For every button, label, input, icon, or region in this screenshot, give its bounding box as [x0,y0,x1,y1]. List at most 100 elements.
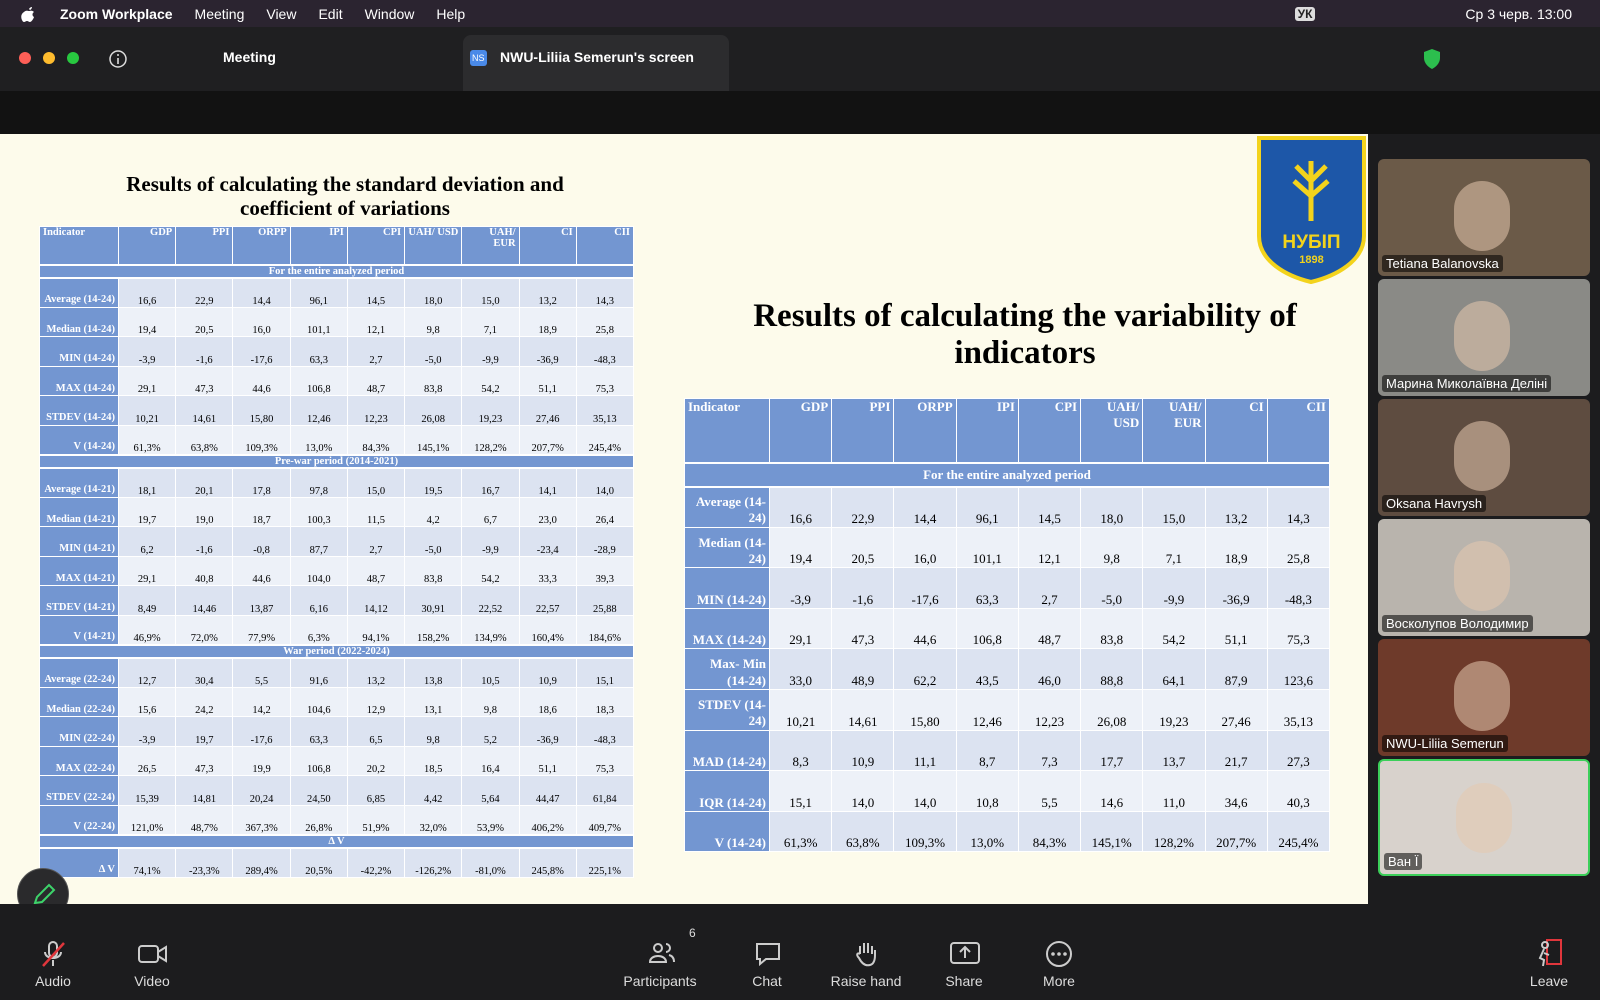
meeting-menu[interactable]: Meeting [223,49,276,65]
leave-icon [1538,939,1562,967]
value-cell: 14,81 [175,775,234,806]
row-label: MIN (22-24) [39,716,119,747]
value-cell: 9,8 [404,306,463,337]
menu-item[interactable]: View [266,5,297,22]
logo-shield [1257,136,1366,285]
value-cell: 25,88 [575,585,634,616]
info-icon[interactable] [108,49,128,69]
data-row: MAX (14-21) 29,1 40,8 44,6 104,0 48,7 83,8 54,2… [39,555,634,586]
value-cell: 13,2 [346,657,406,688]
value-cell: 13,2 [518,277,577,308]
value-cell: 22,57 [518,585,577,616]
value-cell: 14,12 [346,585,406,616]
right-table: Indicator GDP PPI ORPP IPI CPI UAH/ USD UAH/ EU… [684,398,1330,853]
value-cell: 245,4% [1266,810,1330,853]
participant-tile: Oksana Havrysh [1378,399,1590,516]
control-label[interactable]: Chat [752,973,782,989]
value-cell: 43,5 [955,648,1019,690]
window-controls[interactable] [18,51,82,65]
value-cell: 47,3 [831,607,895,650]
value-cell: 83,8 [404,365,463,396]
value-cell: 26,08 [404,395,463,426]
value-cell: -48,3 [575,716,634,747]
data-row: IQR (14-24) 15,1 14,0 14,0 10,8 5,5 14,6 11,0 34… [684,770,1330,812]
value-cell: 54,2 [461,555,520,586]
value-cell: 10,9 [518,657,577,688]
share-icon [950,942,980,964]
spacer [0,91,1600,134]
value-cell: 289,4% [232,847,291,878]
clock: Ср 3 черв. 13:00 [1465,5,1572,22]
value-cell: 29,1 [117,555,177,586]
value-cell: 12,46 [955,688,1019,731]
row-label: MAX (14-24) [684,607,770,650]
data-row: V (22-24) 121,0% 48,7% 367,3% 26,8% 51,9% 32,0… [39,804,634,835]
value-cell: 145,1% [404,424,463,455]
column-header: CII [575,226,634,265]
data-row: Average (14-24) 16,6 22,9 14,4 96,1 14,5 18,0 1… [684,486,1330,528]
value-cell: 109,3% [232,424,291,455]
control-label[interactable]: More [1043,973,1075,989]
section-title: For the entire analyzed period [39,263,634,279]
value-cell: -36,9 [518,716,577,747]
tab-badge: NS [470,50,487,66]
column-header: GDP [117,226,177,265]
value-cell: 16,6 [768,486,833,528]
row-label: Average (14-21) [39,467,119,498]
row-label: STDEV (22-24) [39,775,119,806]
value-cell: 6,2 [117,526,177,557]
data-row: Median (22-24) 15,6 24,2 14,2 104,6 12,9 13,1 9… [39,686,634,717]
column-header: CII [1266,398,1330,463]
value-cell: 63,8% [175,424,234,455]
control-label[interactable]: Leave [1529,973,1569,989]
value-cell: 19,5 [404,467,463,498]
camera-icon [138,945,167,963]
value-cell: 15,0 [346,467,406,498]
security-icon[interactable] [1422,48,1442,70]
column-header: CPI [1017,398,1082,463]
participant-name: Oksana Havrysh [1382,495,1487,512]
value-cell: 104,6 [289,686,348,717]
value-cell: 24,50 [289,775,348,806]
app-menu[interactable]: Zoom Workplace [60,5,173,22]
value-cell: 20,24 [232,775,291,806]
column-header: Indicator [684,398,770,463]
menu-item[interactable]: Edit [318,5,343,22]
menu-item[interactable]: Help [436,5,466,22]
data-row: Average (14-21) 18,1 20,1 17,8 97,8 15,0 19,5 1… [39,467,634,498]
value-cell: 12,23 [346,395,406,426]
value-cell: 160,4% [518,614,577,645]
value-cell: 17,7 [1080,729,1144,772]
menu-item[interactable]: Meeting [194,5,245,22]
value-cell: 11,0 [1142,770,1206,812]
value-cell: 18,9 [518,306,577,337]
value-cell: 15,0 [461,277,520,308]
more-icon [1046,941,1072,967]
keyboard-layout[interactable]: УК [1294,6,1316,21]
data-row: Average (14-24) 16,6 22,9 14,4 96,1 14,5 18,0 1… [39,277,634,308]
data-row: MAX (14-24) 29,1 47,3 44,6 106,8 48,7 83,8 54,2… [684,607,1330,650]
value-cell: 96,1 [289,277,348,308]
data-row: Max- Min (14-24) 33,0 48,9 62,2 43,5 46,0 88,8… [684,648,1330,690]
participant-tile: Марина Миколаївна Деліні [1378,279,1590,396]
control-label[interactable]: Participants [623,973,697,989]
data-row: MAX (22-24) 26,5 47,3 19,9 106,8 20,2 18,5 16,4… [39,745,634,776]
value-cell: 14,6 [1080,770,1144,812]
control-label[interactable]: Raise hand [830,973,902,989]
control-label[interactable]: Share [945,973,983,989]
value-cell: 48,7 [346,365,406,396]
control-label[interactable]: Video [134,973,170,989]
row-label: MAX (14-24) [39,365,119,396]
column-header: CI [518,226,577,265]
value-cell: 30,4 [175,657,234,688]
value-cell: 19,4 [768,526,833,569]
value-cell: 13,1 [404,686,463,717]
value-cell: 44,47 [518,775,577,806]
control-label[interactable]: Audio [35,973,71,989]
mic-muted-icon [42,941,65,967]
value-cell: 14,1 [518,467,577,498]
menu-item[interactable]: Window [364,5,415,22]
share-tab[interactable]: NS NWU-Liliia Semerun's screen [463,35,729,91]
value-cell: 18,1 [117,467,177,498]
value-cell: 61,84 [575,775,634,806]
